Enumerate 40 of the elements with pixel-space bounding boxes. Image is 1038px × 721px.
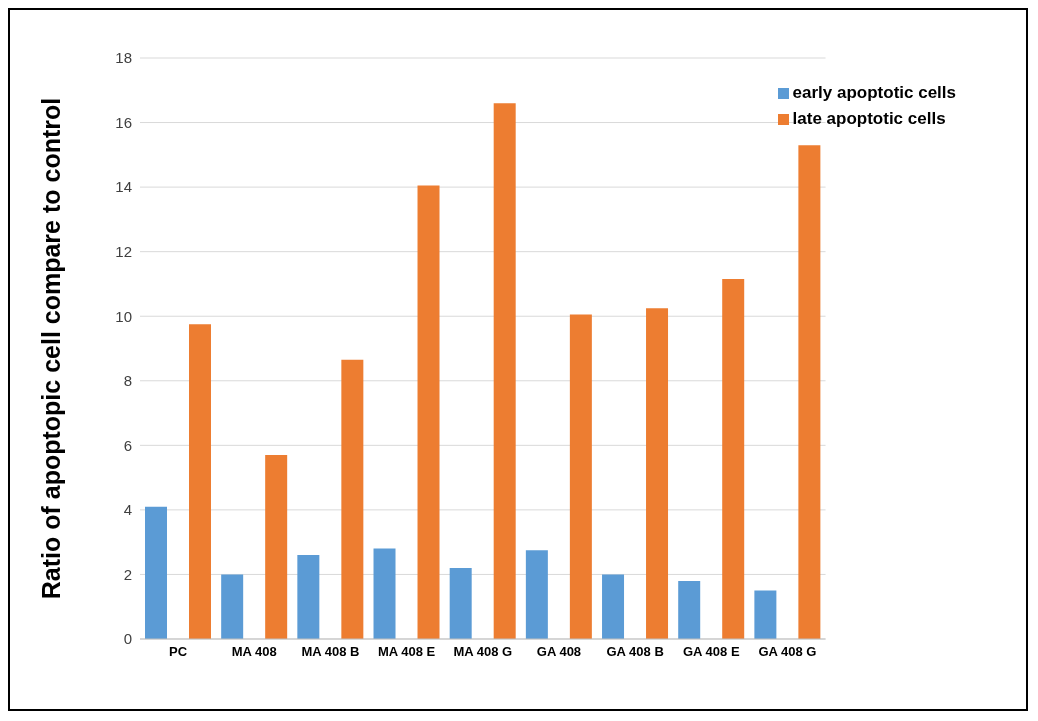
bar: [525, 550, 548, 639]
y-tick-label: 16: [115, 113, 132, 131]
legend-label: early apoptotic cells: [792, 83, 956, 102]
bar: [493, 103, 516, 639]
bar: [265, 455, 288, 639]
y-tick-label: 2: [123, 565, 132, 583]
bar: [297, 555, 320, 639]
bar: [646, 308, 669, 639]
bar: [341, 359, 364, 639]
legend-label: late apoptotic cells: [792, 109, 946, 128]
y-tick-label: 4: [123, 501, 132, 519]
x-tick-label: GA 408 B: [606, 644, 664, 660]
x-tick-label: GA 408: [536, 644, 582, 660]
y-tick-label: 10: [115, 307, 132, 325]
bar: [449, 567, 472, 639]
bar: [145, 506, 167, 639]
y-tick-label: 12: [115, 242, 132, 260]
bar: [221, 574, 244, 639]
y-tick-label: 6: [123, 436, 132, 454]
bar: [417, 185, 440, 639]
y-tick-label: 18: [115, 49, 132, 67]
bar: [722, 279, 745, 639]
bar: [798, 145, 821, 639]
bar: [602, 574, 625, 639]
bar: [189, 324, 211, 639]
y-tick-label: 0: [123, 630, 132, 648]
bar: [569, 314, 592, 639]
x-tick-label: GA 408 G: [758, 644, 817, 660]
x-tick-label: GA 408 E: [682, 644, 740, 660]
x-tick-label: MA 408 B: [301, 644, 360, 660]
x-tick-label: MA 408: [231, 644, 277, 660]
x-tick-label: MA 408 E: [377, 644, 436, 660]
bar: [373, 548, 396, 639]
bar: [754, 590, 777, 639]
y-axis-title: Ratio of apoptopic cell compare to control: [37, 97, 65, 600]
x-tick-label: PC: [169, 644, 188, 660]
x-tick-label: MA 408 G: [453, 644, 513, 660]
y-tick-label: 14: [115, 178, 132, 196]
bar: [678, 580, 701, 639]
y-tick-label: 8: [123, 372, 132, 390]
